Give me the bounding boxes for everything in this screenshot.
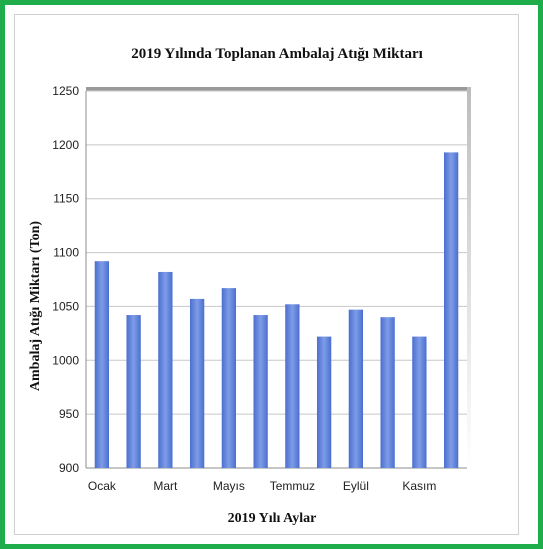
x-tick-label: Temmuz xyxy=(270,479,315,493)
x-tick-label: Mart xyxy=(153,479,178,493)
y-tick-label: 1200 xyxy=(52,138,79,152)
bar-Ocak xyxy=(94,261,110,468)
x-tick-label: Kasım xyxy=(402,479,436,493)
y-tick-label: 1100 xyxy=(53,246,79,260)
bars xyxy=(94,152,459,468)
bar-Ekim xyxy=(380,317,395,468)
bar-Aralık xyxy=(443,152,459,468)
bar-Haziran xyxy=(253,315,268,468)
bar-Ağustos xyxy=(316,336,332,468)
plot-top-edge xyxy=(86,87,471,91)
bar-Kasım xyxy=(412,336,427,468)
x-axis-title: 2019 Yılı Aylar xyxy=(228,511,317,526)
gridlines xyxy=(85,87,471,469)
y-tick-label: 950 xyxy=(59,407,79,421)
y-axis-title: Ambalaj Atığı Miktarı (Ton) xyxy=(28,221,43,392)
y-tick-label: 1150 xyxy=(53,192,79,206)
chart-area-border xyxy=(14,14,519,535)
bar-Nisan xyxy=(189,298,205,468)
y-tick-label: 1000 xyxy=(52,353,79,367)
x-tick-label: Mayıs xyxy=(213,479,245,493)
bar-Mart xyxy=(158,271,173,468)
bar-Eylül xyxy=(348,309,364,468)
x-tick-label: Ocak xyxy=(88,479,117,493)
y-tick-label: 1250 xyxy=(52,84,79,98)
y-tick-label: 900 xyxy=(59,461,79,475)
chart-title: 2019 Yılında Toplanan Ambalaj Atığı Mikt… xyxy=(131,46,423,62)
y-tick-label: 1050 xyxy=(52,299,79,313)
plot-right-edge xyxy=(467,87,471,468)
bar-Temmuz xyxy=(285,304,300,468)
y-tick-labels: 900 950 1000 1050 1100 1150 1200 1250 xyxy=(52,84,79,475)
x-tick-label: Eylül xyxy=(343,479,369,493)
bar-Şubat xyxy=(126,315,141,468)
x-tick-labels: Ocak Mart Mayıs Temmuz Eylül Kasım xyxy=(88,479,437,493)
bar-Mayıs xyxy=(221,288,237,468)
